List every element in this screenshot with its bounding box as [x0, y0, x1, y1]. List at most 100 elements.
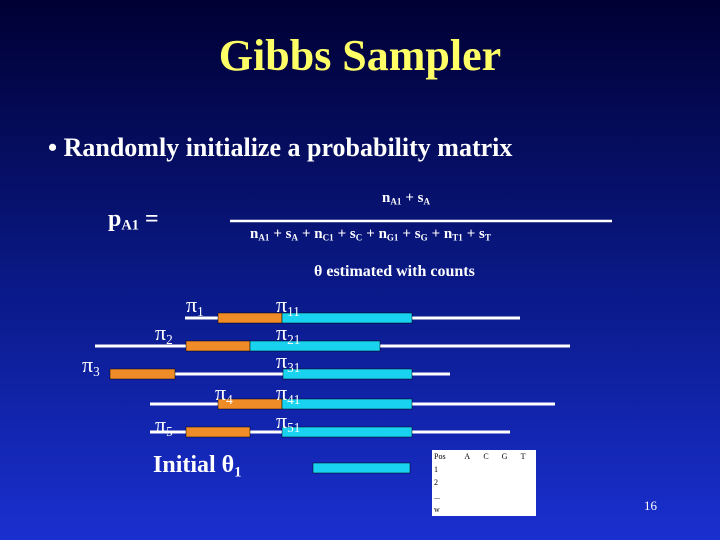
start-segment — [185, 340, 251, 352]
term-text: + s — [405, 190, 424, 206]
header-cell: A — [464, 452, 471, 462]
denominator: nA1 + sA + nC1 + sC + nG1 + sG + nT1 + sT — [250, 226, 495, 243]
term-sub: A — [423, 196, 430, 207]
term-sub: T1 — [452, 232, 463, 243]
formula-term: + sA — [273, 226, 298, 242]
pi-label: π1 — [186, 292, 204, 320]
row-cell: ... — [434, 491, 440, 501]
pi-symbol: π — [276, 320, 288, 345]
lhs-symbol: p — [108, 206, 122, 232]
motif-segment — [249, 340, 381, 352]
pi-label: π31 — [276, 348, 300, 376]
start-segment — [109, 368, 176, 380]
pi-sub: 21 — [287, 331, 301, 347]
segments — [109, 312, 413, 474]
lhs-op: = — [144, 206, 159, 232]
formula-term: + nG1 — [366, 226, 398, 242]
bullet-text: Randomly initialize a probability matrix — [63, 133, 513, 162]
formula-term: + nT1 — [432, 226, 463, 242]
formula-lhs: pA1 = — [108, 206, 159, 235]
motif-segment — [281, 426, 413, 438]
term-sub: G1 — [386, 232, 399, 243]
term-text: + s — [402, 226, 421, 242]
pi-label: π4 — [215, 380, 233, 408]
matrix-table: Pos A C G T 1 2... w — [432, 450, 536, 516]
row-cell: 1 — [434, 465, 438, 475]
motif-segment — [281, 398, 413, 410]
pi-symbol: π — [186, 292, 198, 317]
lhs-sub: A1 — [121, 217, 139, 234]
term-sub: A — [291, 232, 298, 243]
term-sub: G — [420, 232, 428, 243]
formula-term: + nC1 — [302, 226, 334, 242]
term-sub: A1 — [258, 232, 270, 243]
term-text: n — [382, 190, 391, 206]
pi-label: π11 — [276, 292, 300, 320]
start-segment — [185, 426, 251, 438]
table-row: ... — [432, 490, 536, 503]
pi-sub: 51 — [287, 419, 301, 435]
table-row: w — [432, 503, 536, 516]
term-text: + s — [273, 226, 292, 242]
start-segment — [217, 312, 283, 324]
pi-sub: 1 — [197, 303, 204, 319]
pi-sub: 2 — [166, 331, 173, 347]
term-text: + n — [431, 226, 453, 242]
pi-label: π41 — [276, 380, 300, 408]
term-text: + s — [337, 226, 356, 242]
formula-term: nA1 — [250, 226, 269, 242]
row-cell: w — [434, 504, 440, 514]
term-text: + s — [466, 226, 485, 242]
formula-term: nA1 — [382, 190, 401, 206]
pi-sub: 31 — [287, 359, 301, 375]
title: Gibbs Sampler — [218, 31, 502, 80]
pi-symbol: π — [276, 408, 288, 433]
pi-label: π2 — [155, 320, 173, 348]
header-cell: G — [501, 452, 508, 462]
pi-symbol: π — [215, 380, 227, 405]
term-sub: A1 — [390, 196, 402, 207]
pi-symbol: π — [155, 412, 167, 437]
term-text: + n — [366, 226, 387, 242]
term-sub: C1 — [322, 232, 334, 243]
table-row: 1 — [432, 463, 536, 476]
pi-sub: 11 — [287, 303, 300, 319]
pi-symbol: π — [276, 292, 288, 317]
formula-term: + sG — [402, 226, 427, 242]
pi-symbol: π — [82, 352, 94, 377]
pi-symbol: π — [276, 380, 288, 405]
term-sub: T — [484, 232, 491, 243]
term-sub: C — [355, 232, 363, 243]
header-cell: T — [520, 452, 526, 462]
pi-symbol: π — [276, 348, 288, 373]
page-number: 16 — [644, 498, 657, 513]
table-header: Pos A C G T — [432, 450, 536, 463]
header-cell: Pos — [434, 452, 446, 462]
motif-segment — [281, 312, 413, 324]
header-cell: C — [483, 452, 489, 462]
initial-label: Initial θ1 — [153, 452, 241, 481]
formula-term: + sT — [467, 226, 491, 242]
pi-sub: 5 — [166, 423, 173, 439]
term-text: + n — [301, 226, 323, 242]
row-cell: 2 — [434, 478, 438, 488]
pi-sub: 41 — [287, 391, 301, 407]
formula-term: + sC — [338, 226, 363, 242]
numerator: nA1 + sA — [382, 190, 434, 207]
pi-sub: 3 — [93, 363, 100, 379]
table-row: 2 — [432, 476, 536, 489]
pi-label: π3 — [82, 352, 100, 380]
pi-label: π21 — [276, 320, 300, 348]
bullet: • Randomly initialize a probability matr… — [48, 133, 513, 162]
note: θ estimated with counts — [314, 263, 475, 280]
initial-sub: 1 — [234, 464, 242, 481]
pi-symbol: π — [155, 320, 167, 345]
initial-text: Initial θ — [153, 452, 235, 478]
motif-matrix-bar — [312, 462, 411, 474]
motif-segment — [282, 368, 413, 380]
term-text: n — [250, 226, 259, 242]
pi-sub: 4 — [226, 391, 233, 407]
formula-term: + sA — [405, 190, 430, 206]
